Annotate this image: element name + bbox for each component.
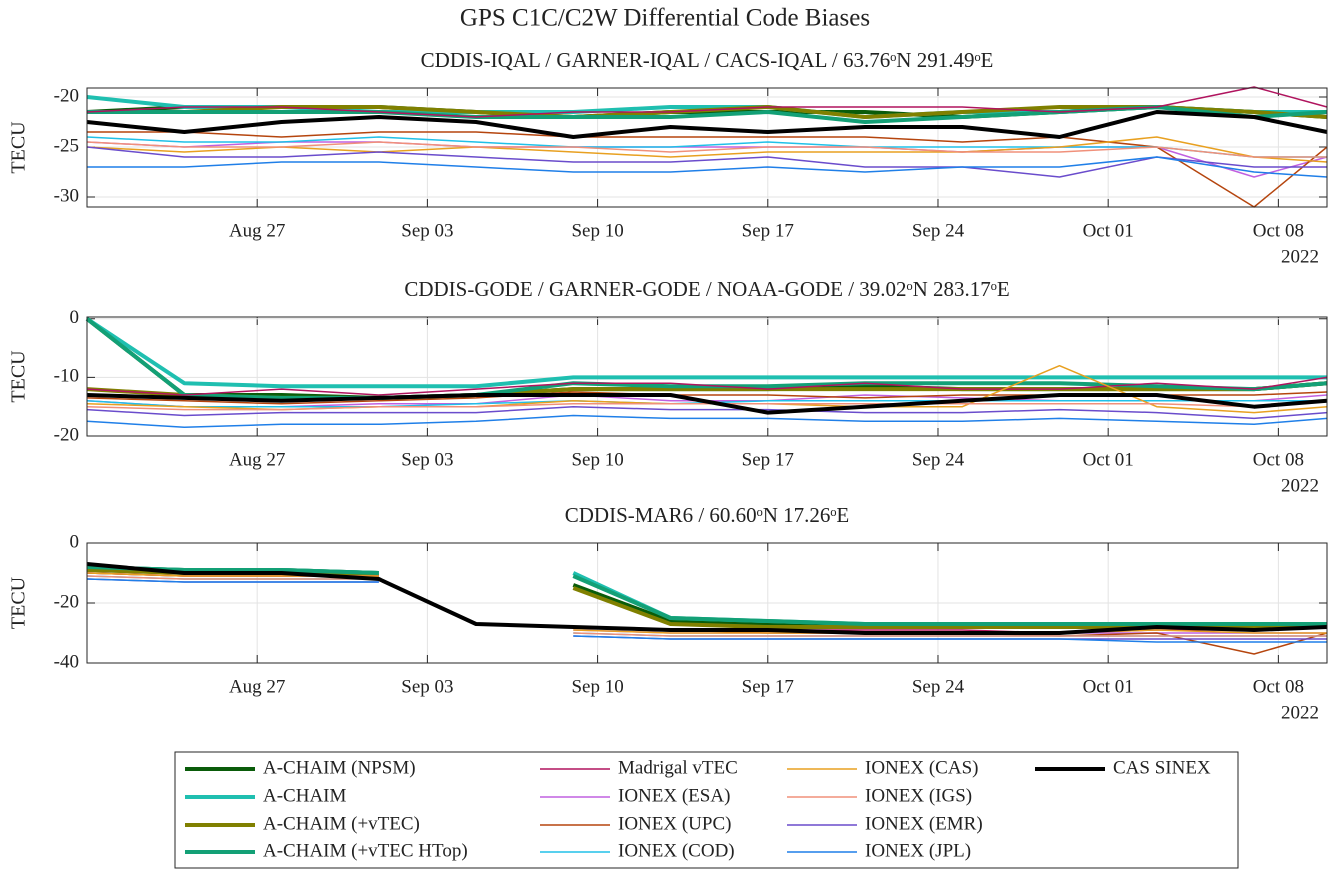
subplot-title: CDDIS-GODE / GARNER-GODE / NOAA-GODE / 3… xyxy=(404,277,1009,301)
legend-label: IONEX (COD) xyxy=(618,840,735,861)
legend-label: A-CHAIM (+vTEC HTop) xyxy=(263,840,468,861)
figure-title: GPS C1C/C2W Differential Code Biases xyxy=(460,5,870,32)
y-tick-label: 0 xyxy=(70,307,80,328)
axes-box xyxy=(86,316,1328,437)
x-tick-label: Sep 24 xyxy=(912,676,965,697)
x-tick-label: Oct 08 xyxy=(1253,220,1304,241)
legend-label: IONEX (JPL) xyxy=(865,840,971,861)
x-tick-label: Sep 03 xyxy=(401,449,453,470)
data-line xyxy=(86,136,1328,163)
data-line xyxy=(87,156,1328,178)
x-tick-label: Oct 01 xyxy=(1083,449,1134,470)
data-line xyxy=(86,146,1327,178)
subplot-title: CDDIS-MAR6 / 60.60ᵒN 17.26ᵒE xyxy=(565,503,850,527)
data-line xyxy=(86,575,1327,637)
y-axis-label: TECU xyxy=(8,576,30,629)
x-tick-label: Aug 27 xyxy=(229,676,285,697)
legend-label: IONEX (EMR) xyxy=(865,813,983,834)
data-line xyxy=(87,131,1328,208)
y-tick-label: -40 xyxy=(54,651,79,672)
axes-box xyxy=(86,542,1328,664)
legend-label: IONEX (UPC) xyxy=(618,813,731,834)
x-tick-label: Sep 03 xyxy=(401,676,453,697)
legend-label: A-CHAIM (+vTEC) xyxy=(263,813,420,834)
subplot-title: CDDIS-IQAL / GARNER-IQAL / CACS-IQAL / 6… xyxy=(421,48,994,72)
axes-box xyxy=(86,87,1328,208)
x-year-label: 2022 xyxy=(1281,475,1319,496)
legend-label: CAS SINEX xyxy=(1113,757,1211,778)
legend-label: IONEX (CAS) xyxy=(865,757,978,778)
data-line xyxy=(86,414,1328,428)
x-tick-label: Sep 24 xyxy=(912,220,965,241)
data-line xyxy=(85,317,1327,389)
x-tick-label: Sep 10 xyxy=(571,676,623,697)
legend-label: Madrigal vTEC xyxy=(618,757,738,778)
x-tick-label: Aug 27 xyxy=(229,449,285,470)
x-tick-label: Oct 08 xyxy=(1253,449,1304,470)
data-line xyxy=(86,110,1328,139)
data-line xyxy=(86,393,1328,415)
data-line xyxy=(86,405,1328,420)
data-line xyxy=(86,578,1327,643)
y-tick-label: -20 xyxy=(54,424,79,445)
data-line xyxy=(86,562,1328,635)
x-tick-label: Sep 10 xyxy=(571,220,623,241)
y-tick-label: -30 xyxy=(54,185,79,206)
x-tick-label: Sep 24 xyxy=(912,449,965,470)
x-tick-label: Sep 10 xyxy=(571,449,623,470)
x-tick-label: Oct 01 xyxy=(1083,220,1134,241)
legend-label: A-CHAIM (NPSM) xyxy=(263,757,416,778)
legend-box xyxy=(174,751,1239,869)
y-tick-label: 0 xyxy=(70,531,80,552)
x-tick-label: Oct 08 xyxy=(1253,676,1304,697)
legend-label: IONEX (IGS) xyxy=(865,785,972,806)
data-line xyxy=(86,376,1328,396)
x-tick-label: Aug 27 xyxy=(229,220,285,241)
legend-label: A-CHAIM xyxy=(263,785,346,806)
x-tick-label: Sep 17 xyxy=(742,676,794,697)
y-tick-label: -20 xyxy=(54,591,79,612)
y-axis-label: TECU xyxy=(8,121,30,174)
x-tick-label: Sep 03 xyxy=(401,220,453,241)
y-tick-label: -20 xyxy=(54,85,79,106)
x-year-label: 2022 xyxy=(1281,246,1319,267)
data-line xyxy=(86,136,1327,158)
data-line xyxy=(86,86,1328,118)
x-year-label: 2022 xyxy=(1281,702,1319,723)
legend-label: IONEX (ESA) xyxy=(618,785,730,806)
x-tick-label: Sep 17 xyxy=(742,449,794,470)
y-tick-label: -25 xyxy=(54,135,79,156)
x-tick-label: Oct 01 xyxy=(1083,676,1134,697)
x-tick-label: Sep 17 xyxy=(742,220,794,241)
y-axis-label: TECU xyxy=(8,350,30,403)
data-line xyxy=(86,141,1327,158)
y-tick-label: -10 xyxy=(54,366,79,387)
